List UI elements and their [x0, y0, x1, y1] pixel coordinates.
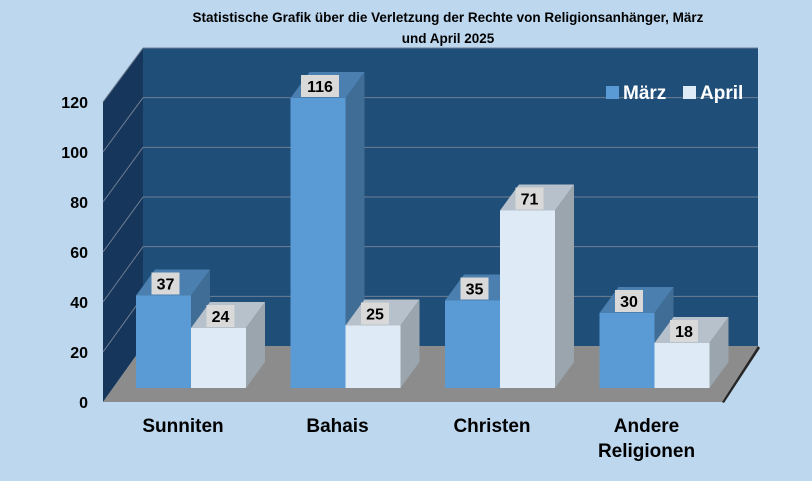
- x-tick-label: Religionen: [598, 441, 695, 462]
- data-label-text: 37: [157, 277, 175, 294]
- data-label: 30: [615, 290, 643, 312]
- gridline: [102, 196, 144, 253]
- bar: [500, 184, 574, 388]
- gridlines: [102, 47, 758, 353]
- x-tick-label: Bahais: [306, 416, 368, 437]
- data-label-box: [361, 302, 389, 325]
- bar-side: [246, 302, 265, 388]
- legend-item: April: [683, 83, 743, 104]
- gridline: [102, 147, 144, 203]
- bar-side: [709, 317, 729, 388]
- data-label-text: 71: [521, 192, 539, 209]
- y-tick-label: 20: [70, 345, 88, 362]
- gridline: [102, 47, 144, 103]
- y-axis: 0 20 40 60 80 100 120: [61, 95, 88, 412]
- y-tick-label: 60: [70, 245, 88, 262]
- legend-swatch: [683, 86, 696, 99]
- data-labels: 37 24 116 25 35 71 30 18: [151, 75, 698, 342]
- data-label-box: [515, 187, 544, 210]
- data-label-text: 35: [466, 282, 484, 299]
- y-tick-label: 0: [79, 395, 88, 412]
- bar-front: [345, 325, 401, 388]
- y-tick-label: 120: [61, 95, 88, 112]
- legend-swatch: [606, 86, 619, 99]
- bar-front: [654, 343, 710, 388]
- bar-front: [599, 313, 655, 388]
- data-label: 24: [206, 305, 235, 327]
- y-tick-label: 40: [70, 295, 88, 312]
- bar-front: [191, 328, 246, 388]
- x-tick-label: Andere: [614, 416, 679, 437]
- data-label: 71: [515, 187, 544, 210]
- data-label-text: 116: [307, 79, 333, 96]
- data-label: 37: [151, 272, 180, 295]
- data-label-box: [206, 305, 235, 327]
- data-label-text: 24: [212, 309, 230, 326]
- data-label-box: [151, 272, 180, 295]
- data-label-text: 25: [366, 307, 384, 324]
- floor: [103, 346, 758, 402]
- x-tick-label: Christen: [453, 416, 530, 437]
- legend-item: März: [606, 83, 666, 104]
- data-label-box: [301, 75, 339, 97]
- data-label-box: [615, 290, 643, 312]
- data-label: 35: [460, 277, 489, 300]
- data-label: 25: [361, 302, 389, 325]
- gridline: [102, 97, 144, 153]
- bar-side: [555, 184, 574, 388]
- legend-label: April: [700, 83, 743, 104]
- chart-title: Statistische Grafik über die Verletzung …: [193, 10, 704, 46]
- floor-edge: [722, 346, 760, 403]
- x-axis: Sunniten Bahais Christen Andere Religionen: [142, 416, 695, 462]
- y-tick-label: 80: [70, 195, 88, 212]
- data-label-box: [460, 277, 489, 300]
- data-label-text: 30: [620, 294, 638, 311]
- chart-title-line: Statistische Grafik über die Verletzung …: [193, 10, 704, 25]
- chart-title-line: und April 2025: [402, 31, 495, 46]
- bar-front: [445, 300, 500, 388]
- x-tick-label: Sunniten: [142, 416, 223, 437]
- data-label-box: [670, 320, 698, 342]
- bar-side: [400, 299, 420, 388]
- legend-label: März: [623, 83, 666, 104]
- bar-front: [136, 295, 191, 388]
- data-label: 116: [301, 75, 339, 97]
- bar-front: [290, 98, 346, 388]
- gridline: [102, 246, 144, 303]
- data-label-text: 18: [675, 324, 693, 341]
- y-tick-label: 100: [61, 145, 88, 162]
- bar-front: [500, 210, 555, 388]
- data-label: 18: [670, 320, 698, 342]
- legend: März April: [606, 83, 743, 104]
